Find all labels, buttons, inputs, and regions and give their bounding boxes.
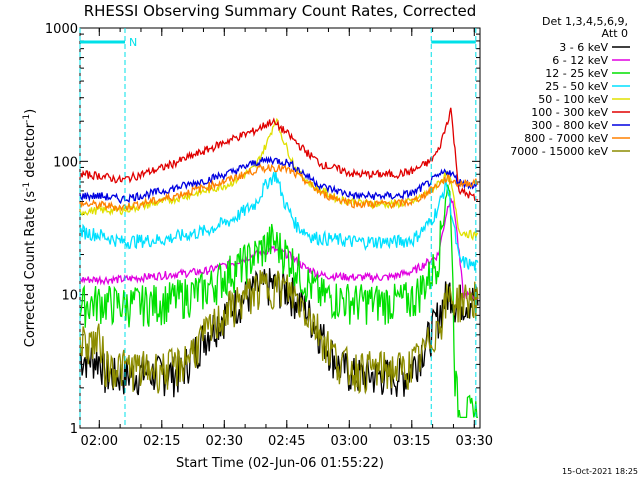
legend-entry-label: 300 - 800 keV [531,119,608,132]
flag-label: N [129,36,137,49]
series-line [79,155,479,205]
legend-entry-label: 25 - 50 keV [545,80,608,93]
legend-header-line-2: Att 0 [602,27,628,40]
y-axis-label-part: Corrected Count Rate (s [23,191,38,348]
x-tick-label: 02:00 [81,434,118,449]
legend-entry-label: 3 - 6 keV [559,41,608,54]
chart-title: RHESSI Observing Summary Count Rates, Co… [84,2,477,20]
y-axis-label: Corrected Count Rate (s-1 detector-1) [22,109,38,347]
series-line [79,107,479,201]
series-line [79,163,479,212]
series-line [79,270,479,395]
y-tick-label: 1 [70,422,78,437]
legend-entry-label: 6 - 12 keV [552,54,608,67]
series-line [79,117,479,241]
legend-entry-label: 100 - 300 keV [531,106,608,119]
x-tick-label: 02:30 [206,434,243,449]
x-tick-label: 03:30 [456,434,493,449]
series-line [79,184,478,419]
y-axis-label-superscript: -1 [22,182,32,191]
legend-entry-label: 7000 - 15000 keV [510,145,608,158]
y-tick-label: 100 [53,155,78,170]
series-line [79,171,479,271]
x-tick-label: 02:15 [143,434,180,449]
x-axis-label: Start Time (02-Jun-06 01:55:22) [176,456,384,471]
y-axis-label-part: detector [23,122,38,182]
y-tick-label: 10 [61,289,78,304]
plot-area: N [79,27,481,429]
footer-date: 15-Oct-2021 18:25 [562,467,638,476]
y-tick-label: 1000 [45,22,78,37]
x-tick-label: 03:15 [393,434,430,449]
legend-entry-label: 800 - 7000 keV [524,132,608,145]
y-axis-label-part: ) [23,109,38,114]
x-tick-label: 03:00 [331,434,368,449]
legend-header-line-1: Det 1,3,4,5,6,9, [542,15,628,28]
legend-entry-label: 50 - 100 keV [538,93,608,106]
y-axis-label-superscript: -1 [22,114,32,123]
legend-entry-label: 12 - 25 keV [545,67,608,80]
x-tick-label: 02:45 [268,434,305,449]
